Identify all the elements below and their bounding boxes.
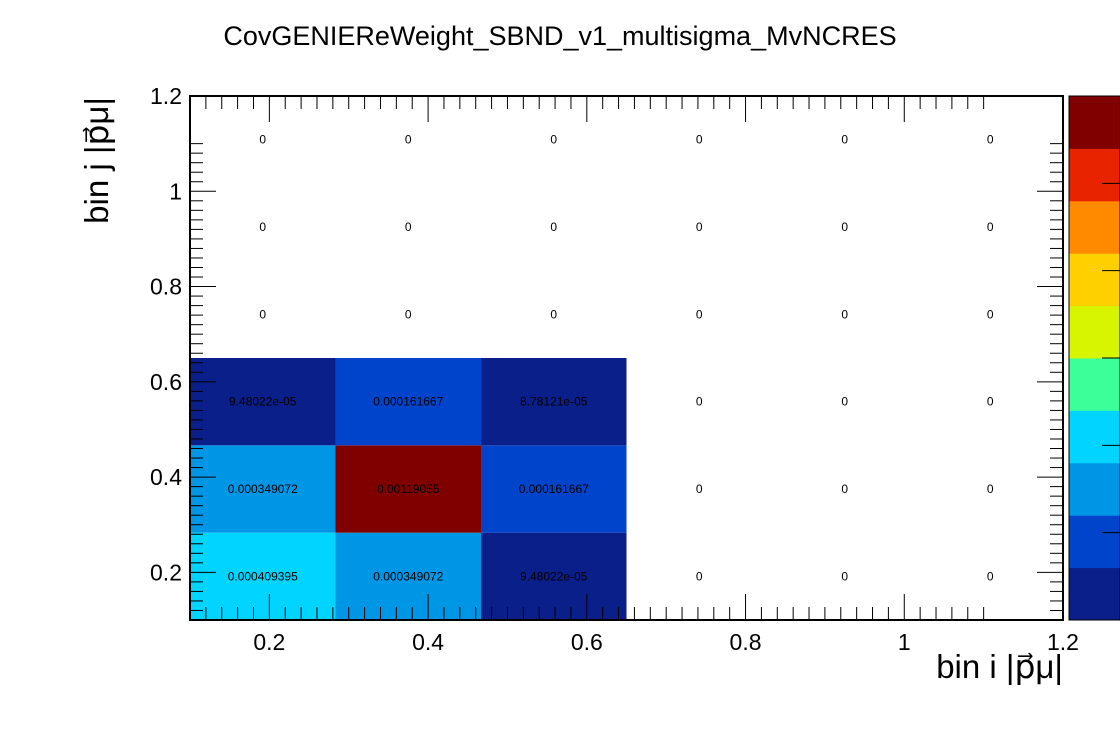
heatmap-cell (335, 445, 482, 533)
color-scale-segment (1069, 358, 1120, 411)
color-scale-segment (1069, 515, 1120, 569)
cell-value-label: 0 (987, 307, 994, 321)
cell-value-label: 0 (987, 569, 994, 583)
color-scale-segment (1069, 253, 1120, 307)
cell-value-label: 0 (696, 307, 703, 321)
cell-value-label: 8.78121e-05 (520, 395, 588, 409)
y-tick-label: 1 (169, 178, 182, 204)
cell-labels: 0.000409395 0.000349072 9.48022e-05 0 0 0 0.00… (228, 133, 994, 584)
cell-value-label: 0.000349072 (373, 569, 443, 583)
y-tick-labels: 0.2 0.4 0.6 0.8 1 1.2 (150, 83, 182, 585)
cell-value-label: 0 (841, 307, 848, 321)
color-scale-segment (1069, 462, 1120, 516)
heatmap-cell (190, 358, 336, 446)
plot-frame (189, 95, 1064, 621)
y-tick-label: 0.6 (150, 369, 182, 395)
cell-value-label: 0 (259, 307, 266, 321)
x-tick-label: 0.2 (253, 629, 285, 655)
color-scale-frame (1068, 95, 1120, 621)
cell-value-label: 9.48022e-05 (520, 569, 588, 583)
heatmap-cell (481, 532, 627, 620)
cell-value-label: 0 (696, 133, 703, 147)
x-tick-label: 0.6 (571, 629, 603, 655)
cell-value-label: 0.000409395 (228, 569, 298, 583)
cell-value-label: 0.000161667 (373, 395, 443, 409)
heatmap-cell (190, 445, 336, 533)
y-tick-label: 0.8 (150, 274, 182, 300)
x-tick-label: 0.8 (730, 629, 762, 655)
heatmap-cell (335, 532, 482, 620)
cell-value-label: 0 (696, 482, 703, 496)
cell-value-label: 0.000161667 (519, 482, 589, 496)
color-scale-bar (1068, 95, 1120, 621)
cell-value-label: 0 (696, 220, 703, 234)
cell-value-label: 0.00119055 (377, 482, 440, 496)
color-scale-ticks (1102, 95, 1120, 534)
color-scale-segment (1069, 148, 1120, 202)
cell-value-label: 0 (405, 133, 412, 147)
y-tick-label: 0.2 (150, 559, 182, 585)
cell-value-label: 0 (259, 220, 266, 234)
cell-value-label: 0 (696, 569, 703, 583)
cell-value-label: 0.000349072 (228, 482, 298, 496)
cell-value-label: 0 (987, 220, 994, 234)
color-scale-segment (1069, 96, 1120, 149)
cell-value-label: 0 (841, 395, 848, 409)
x-tick-label: 0.4 (412, 629, 444, 655)
color-scale-segment (1069, 567, 1120, 621)
cell-value-label: 0 (696, 395, 703, 409)
cell-value-label: 0 (550, 133, 557, 147)
heatmap-cell (481, 358, 627, 446)
heatmap-cell (190, 532, 336, 620)
cell-value-label: 0 (841, 220, 848, 234)
x-axis-title: bin i |p⃗μ| (936, 648, 1063, 685)
heatmap-cells (190, 358, 627, 620)
x-tick-labels: 0.2 0.4 0.6 0.8 1 1.2 (253, 629, 1079, 655)
x-tick-label: 1 (898, 629, 911, 655)
cell-value-label: 0 (841, 569, 848, 583)
axis-ticks (189, 96, 1063, 621)
cell-value-label: 0 (987, 395, 994, 409)
cell-value-label: 0 (550, 307, 557, 321)
cell-value-label: 9.48022e-05 (229, 395, 297, 409)
cell-value-label: 0 (405, 220, 412, 234)
cell-value-label: 0 (987, 482, 994, 496)
heatmap-cell (335, 358, 482, 446)
y-axis-title: bin j |p⃗μ| (78, 97, 115, 224)
heatmap-cell (481, 445, 627, 533)
y-tick-label: 1.2 (150, 83, 182, 109)
cell-value-label: 0 (987, 133, 994, 147)
color-scale-segment (1069, 200, 1120, 254)
color-scale-segment (1069, 410, 1120, 464)
cell-value-label: 0 (841, 482, 848, 496)
cell-value-label: 0 (841, 133, 848, 147)
chart-title: CovGENIEReWeight_SBND_v1_multisigma_MvNC… (223, 21, 896, 51)
cell-value-label: 0 (405, 307, 412, 321)
cell-value-label: 0 (550, 220, 557, 234)
x-tick-label: 1.2 (1047, 629, 1079, 655)
cell-value-label: 0 (259, 133, 266, 147)
color-scale-segment (1069, 305, 1120, 359)
y-tick-label: 0.4 (150, 464, 182, 490)
